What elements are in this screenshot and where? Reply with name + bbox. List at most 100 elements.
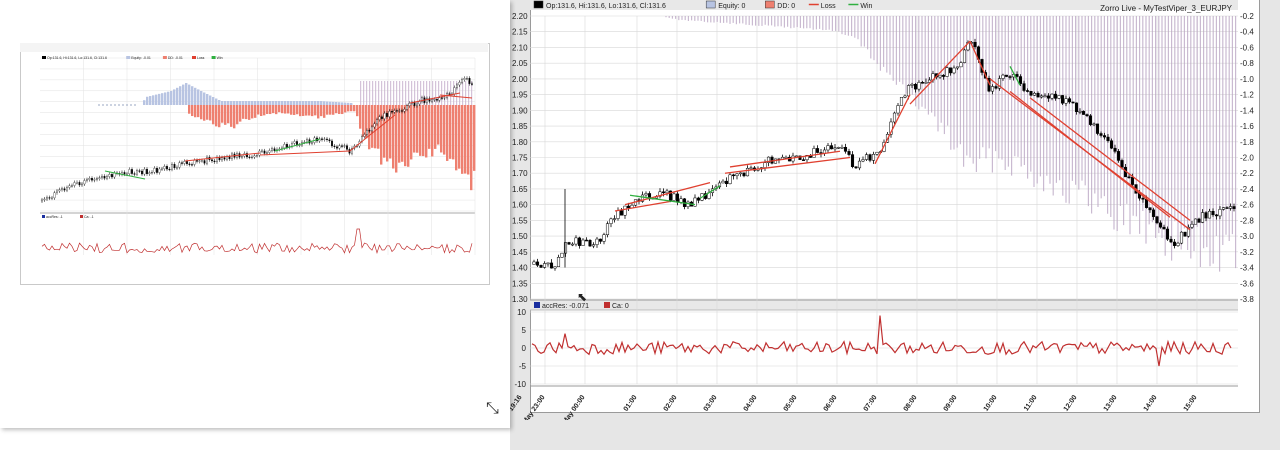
candle-body (581, 239, 585, 246)
thumb-candle-body (178, 162, 181, 168)
thumb-equity-bar (444, 81, 446, 105)
time-tick-label: 04:00 (743, 394, 759, 413)
equity-tick-label: -2.4 (1240, 185, 1254, 194)
candle-body (1130, 176, 1135, 185)
thumb-equity-bar (465, 81, 467, 105)
thumb-drawdown-bar (431, 105, 434, 157)
thumb-equity-bar (360, 81, 362, 105)
thumb-candle-body (346, 145, 348, 150)
thumb-candle-body (461, 79, 463, 83)
thumb-candle-body (166, 166, 168, 170)
thumb-equity-bar (200, 91, 203, 105)
thumb-drawdown-bar (275, 105, 278, 115)
candle-body (1162, 226, 1166, 230)
thumb-candle-body (141, 170, 143, 175)
thumb-drawdown-bar (299, 105, 302, 117)
thumb-equity-bar (438, 81, 440, 105)
mouse-pointer-icon: ⬉ (577, 290, 588, 304)
candle-body (661, 191, 666, 194)
thumb-equity-bar (149, 96, 152, 105)
candle-body (532, 261, 536, 265)
candle-body (1043, 95, 1047, 98)
candle-body (616, 210, 620, 219)
thumb-candle-body (418, 101, 421, 105)
thumb-candle-body (261, 150, 263, 152)
thumb-candle-body (306, 139, 308, 143)
time-tick-label: 02:00 (663, 394, 679, 413)
thumb-legend-swatch (126, 56, 131, 59)
thumb-equity-bar (323, 101, 326, 105)
thumb-equity-bar (308, 101, 311, 105)
price-tick-label: 1.45 (512, 248, 528, 257)
thumb-equity-bar (405, 81, 407, 105)
main-chart-area[interactable] (530, 0, 1260, 413)
legend-label-0: Op:131.6, Hi:131.6, Lo:131.6, Cl:131.6 (546, 3, 666, 10)
time-tick-label: 08:00 (903, 394, 919, 413)
thumb-candle-body (391, 111, 393, 113)
candle-body (812, 148, 816, 158)
chart-title: Zorro Live - MyTestViper_3_EURJPY (1100, 4, 1233, 13)
thumb-legend-label-4: Win (217, 56, 223, 60)
thumb-equity-bar (347, 102, 350, 105)
candle-body (798, 155, 802, 160)
candle-body (1092, 123, 1096, 126)
candle-body (906, 85, 911, 97)
thumb-candle-body (131, 169, 133, 174)
thumb-drawdown-bar (257, 105, 260, 115)
thumb-legend-swatch (162, 56, 167, 59)
loss-trade-line (1009, 90, 1171, 218)
thumb-drawdown-bar (296, 105, 299, 115)
thumb-drawdown-bar (230, 105, 233, 127)
thumb-equity-bar (146, 96, 149, 105)
candle-body (1022, 83, 1026, 91)
candle-body (1085, 114, 1089, 117)
thumb-drawdown-bar (191, 105, 194, 117)
candle-body (1039, 95, 1044, 98)
thumb-candle-body (273, 148, 276, 151)
thumb-equity-bar (257, 101, 260, 105)
candle-body (903, 95, 907, 98)
thumb-equity-bar (462, 81, 464, 105)
equity-tick-label: -2.8 (1240, 216, 1254, 225)
thumb-equity-bar (311, 101, 314, 105)
thumb-equity-bar (287, 101, 290, 105)
thumb-candle-body (191, 164, 193, 166)
candle-body (784, 156, 788, 159)
price-tick-label: 1.55 (512, 216, 528, 225)
thumb-drawdown-bar (344, 105, 347, 113)
thumb-drawdown-bar (443, 105, 446, 155)
thumb-candle-body (148, 172, 151, 175)
candle-body (1071, 101, 1075, 104)
thumb-equity-bar (161, 93, 164, 105)
main-chart-window[interactable] (510, 0, 1280, 450)
thumb-equity-bar (239, 101, 242, 105)
thumb-equity-bar (378, 81, 380, 105)
candle-body (836, 147, 841, 149)
thumb-drawdown-bar (434, 105, 437, 149)
candle-body (1158, 222, 1163, 228)
thumb-equity-bar (332, 101, 335, 105)
loss-trade-line (874, 94, 911, 165)
time-tick-label: 09:00 (943, 394, 959, 413)
candle-body (1095, 123, 1100, 134)
loss-trade-line (724, 156, 851, 174)
candle-body (1074, 102, 1079, 112)
candle-body (938, 74, 942, 78)
thumb-candle-body (408, 103, 411, 106)
thumb-candle-body (248, 156, 251, 158)
thumb-candle-body (158, 168, 161, 173)
thumb-drawdown-bar (380, 105, 383, 165)
thumb-equity-bar (381, 81, 383, 105)
thumb-candle-body (388, 111, 391, 117)
candle-body (1197, 218, 1201, 223)
thumb-drawdown-bar (398, 105, 401, 163)
equity-tick-label: -0.4 (1240, 28, 1254, 37)
candle-body (1078, 111, 1082, 113)
thumb-equity-bar (269, 101, 272, 105)
candle-body (1060, 95, 1065, 104)
time-tick-label: Apr 19:16 (510, 394, 524, 420)
candle-body (717, 182, 722, 188)
thumb-candle-body (58, 189, 61, 192)
thumb-drawdown-bar (212, 105, 215, 125)
candle-body (1179, 231, 1184, 244)
